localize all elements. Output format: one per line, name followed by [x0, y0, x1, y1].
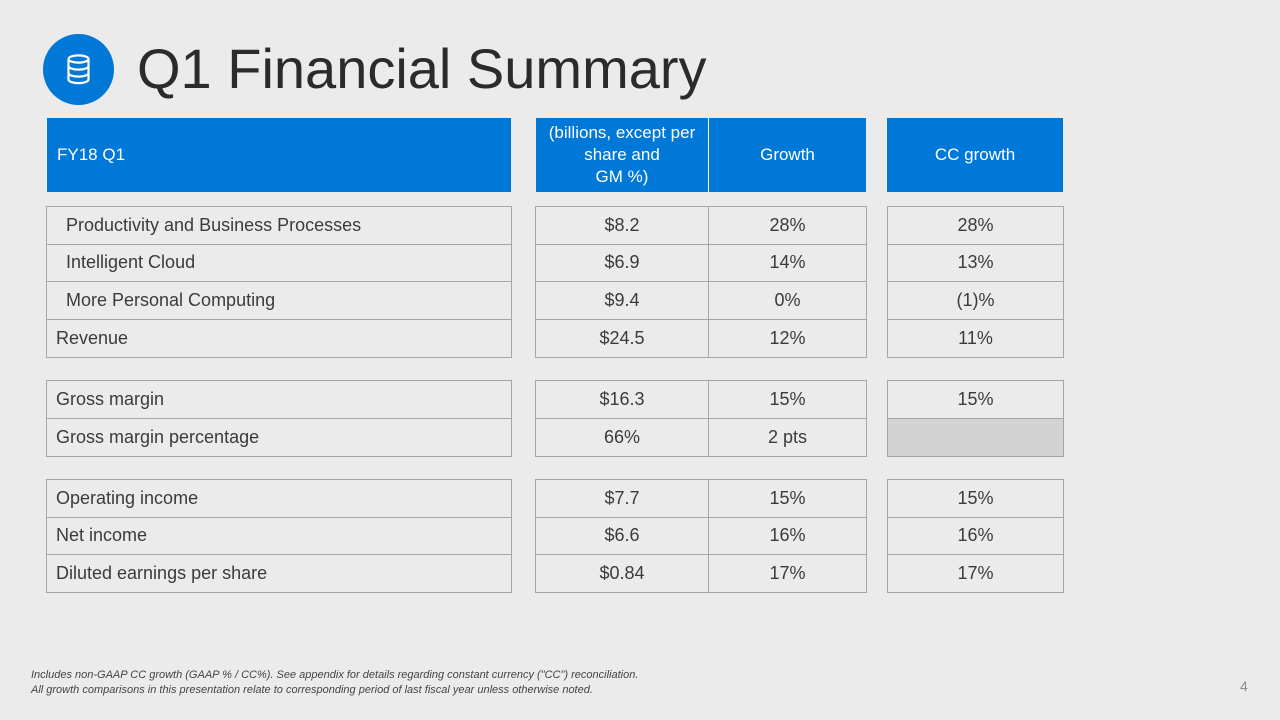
growth-cell: 14%	[709, 245, 866, 282]
page-number: 4	[1240, 678, 1248, 694]
amount-cell: $7.7	[536, 480, 708, 518]
growth-cell: 16%	[709, 518, 866, 555]
growth-cell: 17%	[769, 563, 806, 584]
cc-growth-cell: 15%	[888, 480, 1063, 518]
row-label: Gross margin	[47, 381, 511, 419]
label-column-group-2: Gross margin Gross margin percentage	[46, 380, 512, 457]
growth-cell: 12%	[769, 327, 806, 348]
row-label: Net income	[47, 518, 511, 555]
amount-cell: $9.4	[536, 282, 708, 320]
database-icon-badge	[43, 34, 114, 105]
cc-growth-cell: 17%	[957, 563, 994, 584]
growth-cell: 0%	[709, 282, 866, 320]
row-label: More Personal Computing	[47, 282, 511, 320]
amount-cell: $24.5	[599, 327, 645, 348]
footnote-line-1: Includes non-GAAP CC growth (GAAP % / CC…	[31, 669, 639, 681]
growth-cell: 2 pts	[767, 426, 808, 447]
amount-column-group-2: $16.3 66%	[535, 380, 709, 457]
cc-growth-cell: 28%	[888, 207, 1063, 245]
amount-cell: 66%	[603, 426, 641, 447]
growth-column-group-3: 15% 16% 17%	[708, 479, 867, 593]
label-column-group-1: Productivity and Business Processes Inte…	[46, 206, 512, 358]
amount-cell: $6.9	[536, 245, 708, 282]
footnote: Includes non-GAAP CC growth (GAAP % / CC…	[31, 668, 638, 698]
cc-growth-column-group-2: 15%	[887, 380, 1064, 457]
row-label: Intelligent Cloud	[47, 245, 511, 282]
amount-cell: $8.2	[536, 207, 708, 245]
header-period: FY18 Q1	[47, 118, 511, 192]
cc-growth-column-group-3: 15% 16% 17%	[887, 479, 1064, 593]
amount-column-group-1: $8.2 $6.9 $9.4 $24.5	[535, 206, 709, 358]
header-growth-label: Growth	[760, 145, 815, 164]
slide-title: Q1 Financial Summary	[137, 37, 707, 100]
row-label: Operating income	[47, 480, 511, 518]
header-divider	[708, 118, 709, 192]
header-amount-line3: GM %)	[595, 167, 649, 186]
amount-column-group-3: $7.7 $6.6 $0.84	[535, 479, 709, 593]
cc-growth-cell: 11%	[958, 327, 993, 348]
row-label: Productivity and Business Processes	[47, 207, 511, 245]
label-column-group-3: Operating income Net income Diluted earn…	[46, 479, 512, 593]
header-cc-growth: CC growth	[887, 118, 1063, 192]
header-amount: (billions, except per share and GM %)	[536, 118, 708, 192]
cc-growth-cell-empty	[888, 418, 1063, 456]
header-amount-line2: share and	[584, 145, 660, 164]
row-label: Gross margin percentage	[56, 426, 260, 447]
row-label: Diluted earnings per share	[56, 563, 268, 584]
header-amount-line1: (billions, except per	[548, 123, 696, 142]
footnote-line-2: All growth comparisons in this presentat…	[31, 684, 593, 696]
header-period-label: FY18 Q1	[57, 145, 126, 164]
growth-column-group-2: 15% 2 pts	[708, 380, 867, 457]
database-icon	[67, 54, 90, 85]
growth-cell: 28%	[709, 207, 866, 245]
header-cc-growth-label: CC growth	[934, 145, 1016, 164]
growth-cell: 15%	[709, 381, 866, 419]
cc-growth-cell: 16%	[888, 518, 1063, 555]
cc-growth-cell: (1)%	[888, 282, 1063, 320]
cc-growth-column-group-1: 28% 13% (1)% 11%	[887, 206, 1064, 358]
amount-cell: $0.84	[599, 563, 645, 584]
header-growth: Growth	[709, 118, 866, 192]
row-label: Revenue	[56, 327, 129, 348]
growth-column-group-1: 28% 14% 0% 12%	[708, 206, 867, 358]
cc-growth-cell: 13%	[888, 245, 1063, 282]
amount-cell: $16.3	[536, 381, 708, 419]
cc-growth-cell: 15%	[888, 381, 1063, 419]
growth-cell: 15%	[709, 480, 866, 518]
amount-cell: $6.6	[536, 518, 708, 555]
